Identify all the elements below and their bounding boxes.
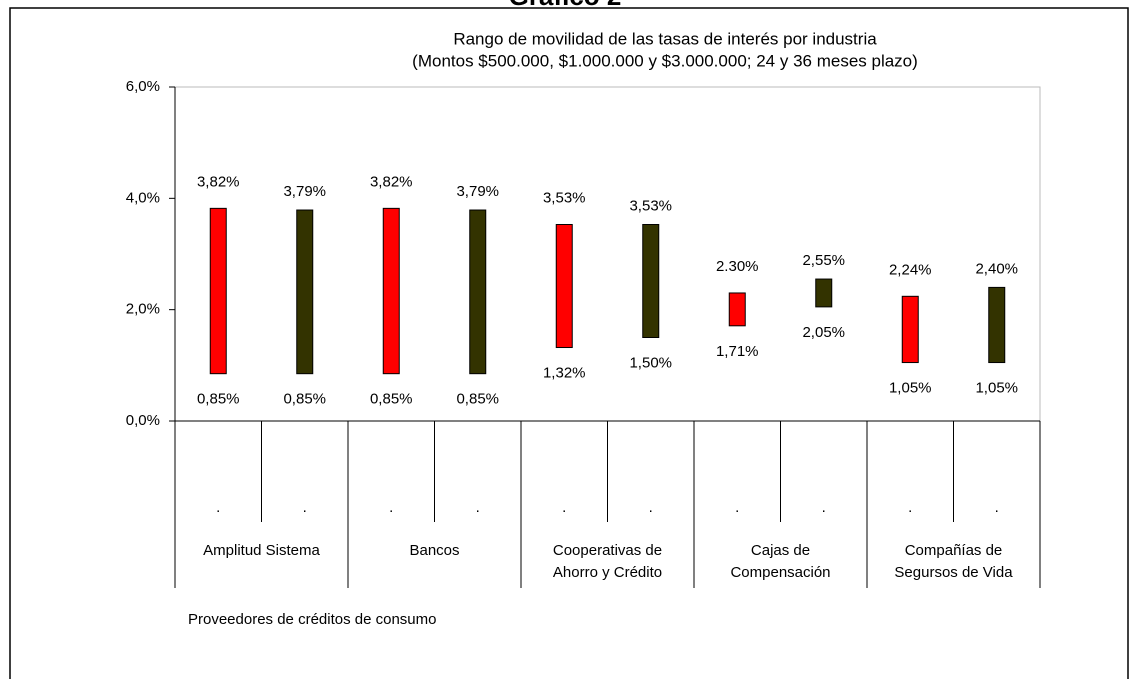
low-label: 2,05% <box>802 324 845 341</box>
x-sub-label: . <box>216 499 220 516</box>
x-sub-label: . <box>908 499 912 516</box>
x-group-label: Compañías de Segursos de Vida <box>894 542 1013 581</box>
high-label: 3,82% <box>197 173 240 190</box>
chart-subtitle: (Montos $500.000, $1.000.000 y $3.000.00… <box>412 51 918 70</box>
range-bar <box>988 286 1006 364</box>
high-label: 3,82% <box>370 173 413 190</box>
x-axis-label: Proveedores de créditos de consumo <box>188 611 436 628</box>
low-label: 1,05% <box>889 380 932 397</box>
x-sub-label: . <box>303 499 307 516</box>
range-bar <box>815 278 833 308</box>
x-sub-label: . <box>476 499 480 516</box>
low-label: 0,85% <box>283 391 326 408</box>
x-sub-label: . <box>735 499 739 516</box>
frame <box>9 7 1129 679</box>
high-label: 2.30% <box>716 258 759 275</box>
range-bar <box>296 209 314 375</box>
range-bar <box>382 207 400 375</box>
y-tick-label: 0,0% <box>126 412 160 429</box>
y-tick-label: 4,0% <box>126 189 160 206</box>
range-bar <box>555 223 573 349</box>
range-bar <box>642 223 660 339</box>
x-group-label: Cooperativas de Ahorro y Crédito <box>552 542 663 581</box>
x-sub-label: . <box>649 499 653 516</box>
x-group-label: Cajas de Compensación <box>730 542 831 581</box>
chart-title: Rango de movilidad de las tasas de inter… <box>453 29 877 48</box>
high-label: 2,24% <box>889 261 932 278</box>
low-label: 1,05% <box>975 380 1018 397</box>
low-label: 1,32% <box>543 364 586 381</box>
high-label: 3,79% <box>456 183 499 200</box>
heading: Gráfico 2 <box>509 0 622 11</box>
low-label: 0,85% <box>197 391 240 408</box>
range-bar <box>901 295 919 364</box>
low-label: 0,85% <box>370 391 413 408</box>
low-label: 1,71% <box>716 343 759 360</box>
range-bar <box>209 207 227 375</box>
high-label: 3,53% <box>629 197 672 214</box>
high-label: 3,79% <box>283 183 326 200</box>
high-label: 2,55% <box>802 252 845 269</box>
x-sub-label: . <box>389 499 393 516</box>
y-tick-label: 2,0% <box>126 301 160 318</box>
y-tick-label: 6,0% <box>126 78 160 95</box>
low-label: 0,85% <box>456 391 499 408</box>
high-label: 2,40% <box>975 260 1018 277</box>
x-group-label: Amplitud Sistema <box>203 542 320 559</box>
x-sub-label: . <box>995 499 999 516</box>
x-sub-label: . <box>822 499 826 516</box>
range-bar <box>469 209 487 375</box>
x-group-label: Bancos <box>409 542 460 559</box>
x-sub-label: . <box>562 499 566 516</box>
high-label: 3,53% <box>543 189 586 206</box>
low-label: 1,50% <box>629 354 672 371</box>
range-bar <box>728 292 746 327</box>
